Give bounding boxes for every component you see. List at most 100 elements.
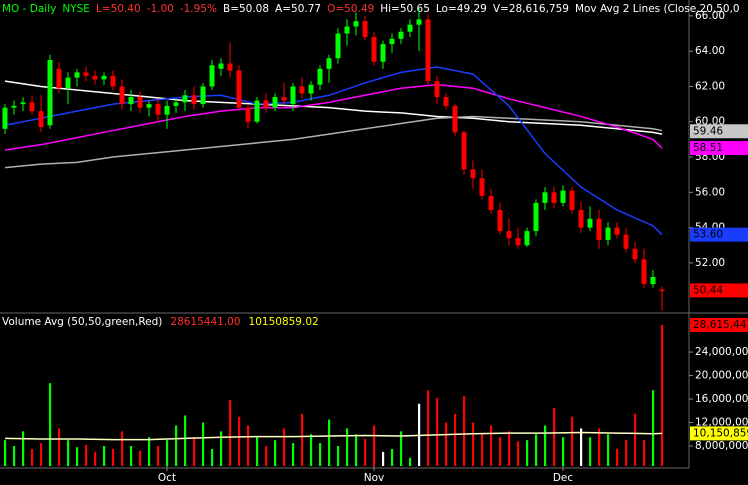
- volume-bar: [490, 425, 493, 466]
- volume-bar: [274, 440, 277, 466]
- volume-bar: [373, 425, 376, 466]
- volume-bar: [256, 437, 259, 466]
- candle-body: [344, 26, 350, 34]
- candle-body: [569, 190, 575, 210]
- y-tick-label: 52.00: [695, 257, 725, 269]
- value-tag: [690, 141, 748, 156]
- candle-body: [578, 209, 584, 228]
- volume-bar: [580, 428, 583, 466]
- value-tag: [690, 317, 748, 332]
- candle-body: [236, 70, 242, 108]
- volume-bar: [625, 440, 628, 466]
- candle-body: [416, 19, 422, 25]
- y-tick-label: 20,000,000: [695, 370, 748, 382]
- volume-bar: [193, 437, 196, 466]
- candle-body: [191, 95, 197, 105]
- candle-body: [308, 84, 314, 94]
- candle-body: [641, 259, 647, 285]
- header-item: O=50.49: [327, 3, 374, 15]
- candle-body: [614, 227, 620, 235]
- value-tag-label: 28,615,441: [693, 319, 748, 331]
- candle-body: [182, 95, 188, 103]
- candle-body: [2, 107, 8, 129]
- candle-body: [497, 209, 503, 232]
- moving-average: [4, 80, 663, 135]
- y-tick-label: 12,000,000: [695, 417, 748, 429]
- candle-body: [605, 227, 611, 240]
- volume-bar: [391, 448, 394, 466]
- volume-bar: [94, 451, 97, 466]
- volume-bar: [337, 446, 340, 466]
- volume-bar: [607, 434, 610, 466]
- moving-average: [4, 115, 663, 169]
- volume-bar: [436, 397, 439, 466]
- candle-body: [542, 192, 548, 203]
- volume-bar: [454, 413, 457, 466]
- panel-title-text: Volume Avg (50,50,green,Red): [2, 316, 162, 328]
- volume-bar: [67, 440, 70, 466]
- candle-body: [659, 289, 665, 292]
- x-tick-label: Dec: [553, 472, 574, 484]
- header-item: MO - Daily: [2, 3, 56, 15]
- candle-body: [47, 59, 53, 126]
- header-item: Hi=50.65: [380, 3, 430, 15]
- volume-bar: [247, 425, 250, 466]
- candle-body: [110, 75, 116, 87]
- candle-body: [596, 218, 602, 240]
- volume-bar: [139, 450, 142, 466]
- candle-body: [83, 72, 89, 76]
- candle-body: [398, 31, 404, 39]
- volume-bar: [229, 400, 232, 466]
- candle-body: [407, 24, 413, 32]
- value-tag-label: 59.46: [693, 125, 723, 137]
- volume-bar: [310, 434, 313, 466]
- volume-bar: [652, 390, 655, 466]
- header-item: Mov Avg 2 Lines (Close,20,50,0: [575, 3, 740, 15]
- header-item: B=50.08: [223, 3, 269, 15]
- candle-body: [317, 68, 323, 85]
- value-tag: [690, 124, 748, 139]
- volume-bar: [238, 416, 241, 466]
- moving-average: [4, 83, 663, 151]
- volume-bar: [148, 437, 151, 466]
- panel-stat: 10150859.02: [249, 316, 319, 328]
- candle-body: [470, 169, 476, 179]
- value-tag-label: 10,150,859: [693, 427, 748, 439]
- volume-bar: [292, 443, 295, 466]
- candle-body: [434, 81, 440, 98]
- volume-bar: [76, 447, 79, 466]
- candle-body: [74, 72, 80, 78]
- volume-bar: [112, 448, 115, 466]
- volume-bar: [445, 422, 448, 466]
- volume-bar: [643, 440, 646, 466]
- volume-bar: [220, 431, 223, 466]
- candle-body: [290, 86, 296, 105]
- candle-body: [209, 65, 215, 87]
- volume-bar: [472, 422, 475, 466]
- candle-body: [11, 105, 17, 108]
- y-tick-label: 66.00: [695, 10, 725, 22]
- volume-bar: [427, 390, 430, 466]
- volume-bar: [544, 425, 547, 466]
- volume-bar: [265, 446, 268, 466]
- volume-bar: [382, 451, 385, 466]
- volume-average: [4, 431, 663, 441]
- volume-bar: [166, 440, 169, 466]
- candle-body: [299, 86, 305, 94]
- volume-bar: [40, 443, 43, 466]
- volume-bar: [184, 415, 187, 466]
- volume-bar: [589, 437, 592, 466]
- candle-body: [164, 105, 170, 115]
- candle-body: [254, 100, 260, 122]
- candle-body: [371, 37, 377, 62]
- candle-body: [281, 97, 287, 101]
- candle-body: [353, 21, 359, 27]
- candle-body: [200, 86, 206, 105]
- y-tick-label: 64.00: [695, 45, 725, 57]
- volume-bar: [175, 425, 178, 466]
- volume-bar: [463, 396, 466, 466]
- y-tick-label: 16,000,000: [695, 393, 748, 405]
- candle-body: [650, 277, 656, 285]
- y-tick-label: 8,000,000: [695, 440, 748, 452]
- header-item: V=28,616,759: [493, 3, 569, 15]
